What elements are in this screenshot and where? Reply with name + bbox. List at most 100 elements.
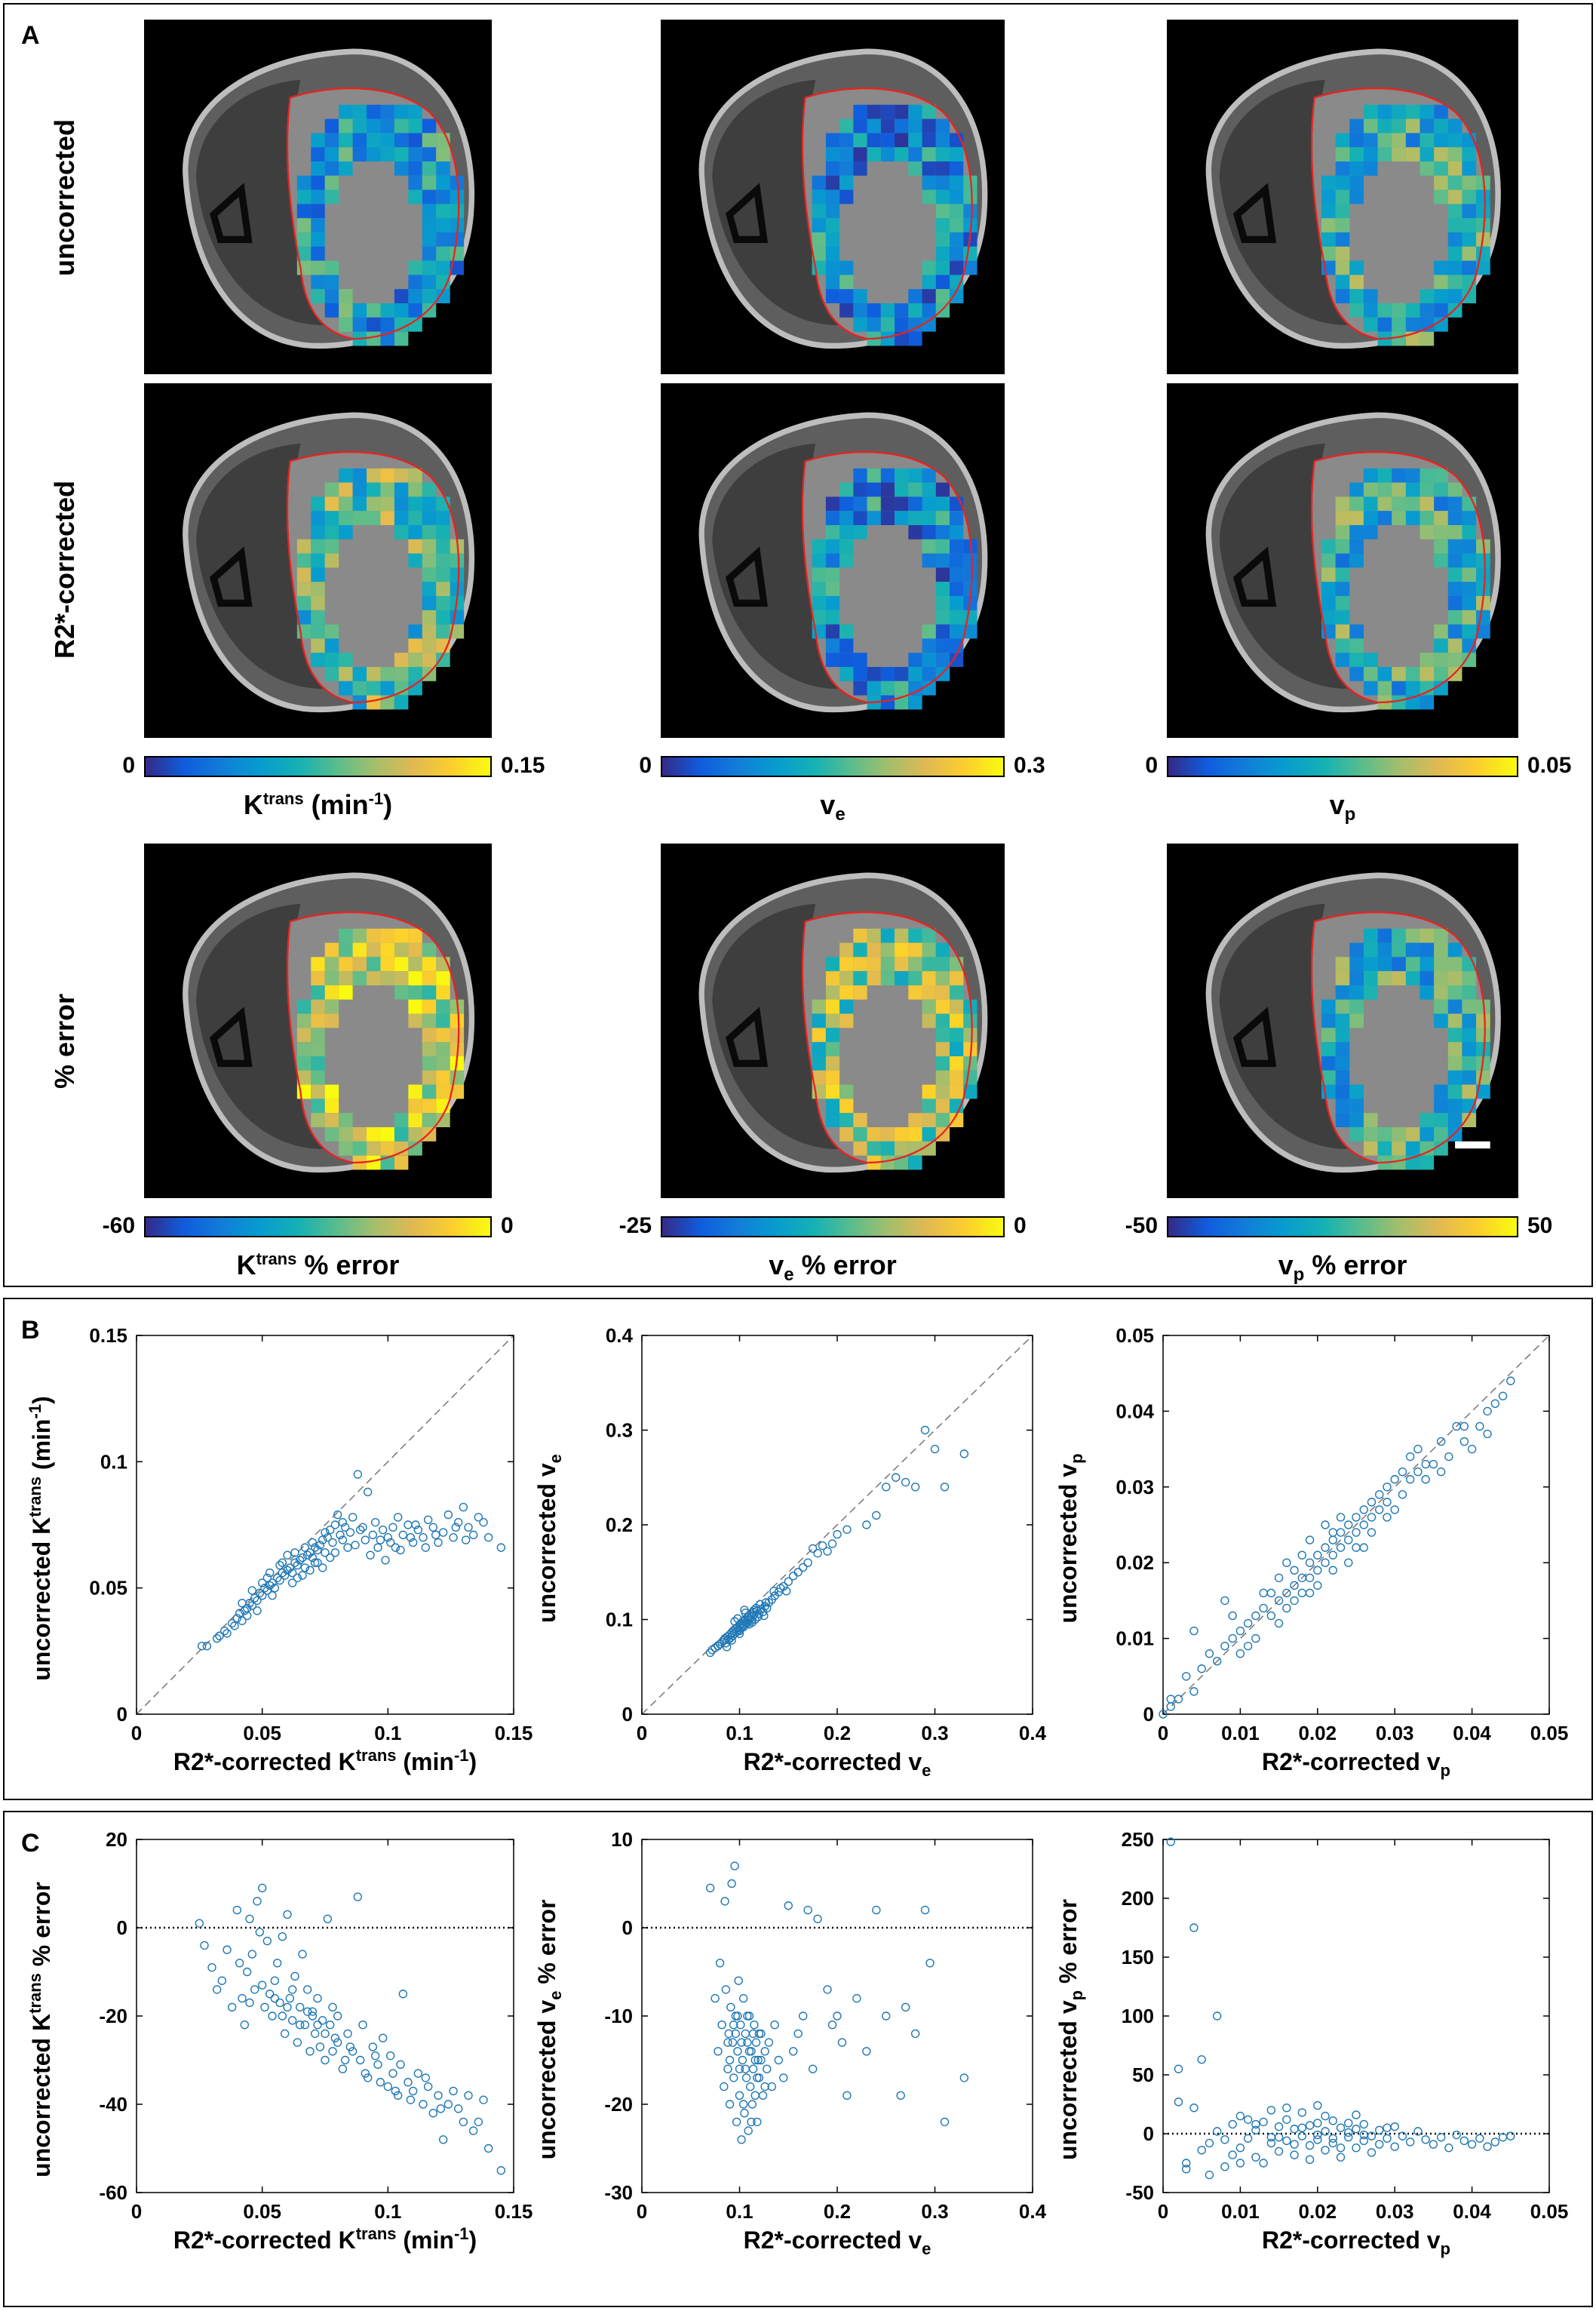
data-point [1251, 1633, 1260, 1643]
data-point [1166, 1837, 1175, 1846]
data-point [444, 2100, 453, 2109]
data-point [1344, 1558, 1353, 1567]
data-point [253, 1897, 262, 1906]
data-point [1398, 1467, 1407, 1477]
data-point [370, 2051, 380, 2061]
data-point [1359, 2136, 1368, 2146]
data-point [1421, 1459, 1430, 1469]
data-point [1197, 2146, 1206, 2155]
x-tick-label: 0.2 [824, 2200, 851, 2223]
map-vp-corrected [1167, 383, 1518, 738]
data-point [1390, 1505, 1399, 1514]
data-point [318, 1535, 327, 1544]
data-point [1375, 1505, 1384, 1514]
data-point [750, 2021, 759, 2030]
y-axis-label-b2: uncorrected ve​ [533, 1454, 565, 1623]
data-point [930, 1444, 940, 1454]
data-point [278, 2011, 287, 2021]
data-point [1189, 2103, 1199, 2113]
y-tick-label: 100 [1122, 2005, 1154, 2027]
data-point [737, 2135, 746, 2144]
data-point [255, 1928, 265, 1937]
data-point [333, 1510, 342, 1520]
data-point [1266, 2132, 1276, 2142]
data-point [321, 2055, 330, 2065]
data-point [479, 1517, 488, 1527]
data-point [388, 2069, 397, 2078]
data-point [353, 1470, 363, 1479]
y-tick-label: 0.1 [100, 1450, 127, 1473]
data-point [1182, 2159, 1191, 2168]
data-point [238, 1616, 247, 1625]
data-point [1212, 2127, 1222, 2136]
data-point [1313, 1566, 1322, 1575]
data-point [323, 1914, 333, 1924]
y-axis-label: uncorrected vp​ [1054, 1453, 1086, 1623]
data-point [1282, 2103, 1291, 2113]
data-point [741, 2073, 751, 2082]
data-point [896, 2091, 905, 2100]
data-point [732, 2117, 741, 2127]
data-point [1313, 2135, 1322, 2144]
data-point [1174, 1695, 1183, 1704]
data-point [1475, 2134, 1484, 2143]
data-point [413, 2069, 423, 2078]
axes-frame [641, 1839, 1033, 2193]
data-point [318, 2016, 327, 2025]
data-point [1436, 1467, 1446, 1477]
scatter-b1: 0 0.05 0.1 0.15 0 0.05 0.1 0.15 R2*-corrected Kt… [89, 1324, 533, 1775]
data-point [1220, 1596, 1229, 1606]
data-point [744, 2047, 754, 2056]
data-point [262, 1573, 272, 1582]
data-point [207, 1962, 216, 1972]
data-point [1189, 1687, 1199, 1696]
data-point [1490, 2137, 1500, 2147]
y-tick-label: 0.05 [1116, 1324, 1154, 1347]
data-point [376, 2078, 385, 2087]
data-point [843, 2091, 852, 2100]
data-point [1328, 1550, 1337, 1560]
data-point [1383, 1483, 1392, 1492]
data-point [1182, 1672, 1191, 1681]
data-point [837, 2038, 847, 2047]
data-point [1174, 2064, 1183, 2073]
data-point [1313, 2119, 1322, 2128]
data-point [315, 1541, 325, 1550]
data-point [1421, 2135, 1430, 2144]
data-point [302, 1550, 312, 1560]
colorbar-ktrans: 0 0.15 Ktrans (min-1) [122, 753, 545, 820]
data-point [1383, 1513, 1392, 1522]
data-point [280, 2029, 290, 2039]
scale-bar [1455, 1141, 1490, 1149]
panel-c-box [3, 1811, 1593, 2307]
data-point [333, 2038, 342, 2047]
y-tick-label: -30 [604, 2181, 633, 2204]
data-point [283, 1550, 292, 1560]
data-point [202, 1641, 212, 1651]
data-point [1483, 2142, 1492, 2151]
data-point [275, 1560, 284, 1570]
data-point [910, 2029, 920, 2039]
data-point [1498, 1391, 1508, 1401]
x-axis-label: R2*-corrected Ktrans​ (min-1) [173, 2224, 477, 2254]
data-point [733, 2047, 742, 2056]
colorbar-ktrans-max: 0.15 [501, 753, 545, 778]
data-point [727, 1879, 736, 1888]
data-point [295, 2021, 305, 2030]
data-point [464, 1523, 473, 1532]
y-tick-label: 0.3 [606, 1419, 633, 1442]
colorbar-ve-label: ve [820, 789, 846, 825]
data-point [343, 1543, 352, 1552]
data-point [764, 1598, 774, 1607]
colorbar-ve-min: 0 [639, 753, 652, 778]
data-point [255, 1588, 265, 1598]
data-point [272, 1959, 282, 1968]
data-point [298, 1553, 307, 1563]
data-point [1375, 2125, 1384, 2135]
data-point [310, 1543, 320, 1552]
data-point [781, 1587, 791, 1596]
y-tick-label: 0 [117, 1916, 127, 1939]
data-point [1328, 1528, 1337, 1537]
data-point [195, 1919, 204, 1928]
data-point [738, 1993, 748, 2003]
